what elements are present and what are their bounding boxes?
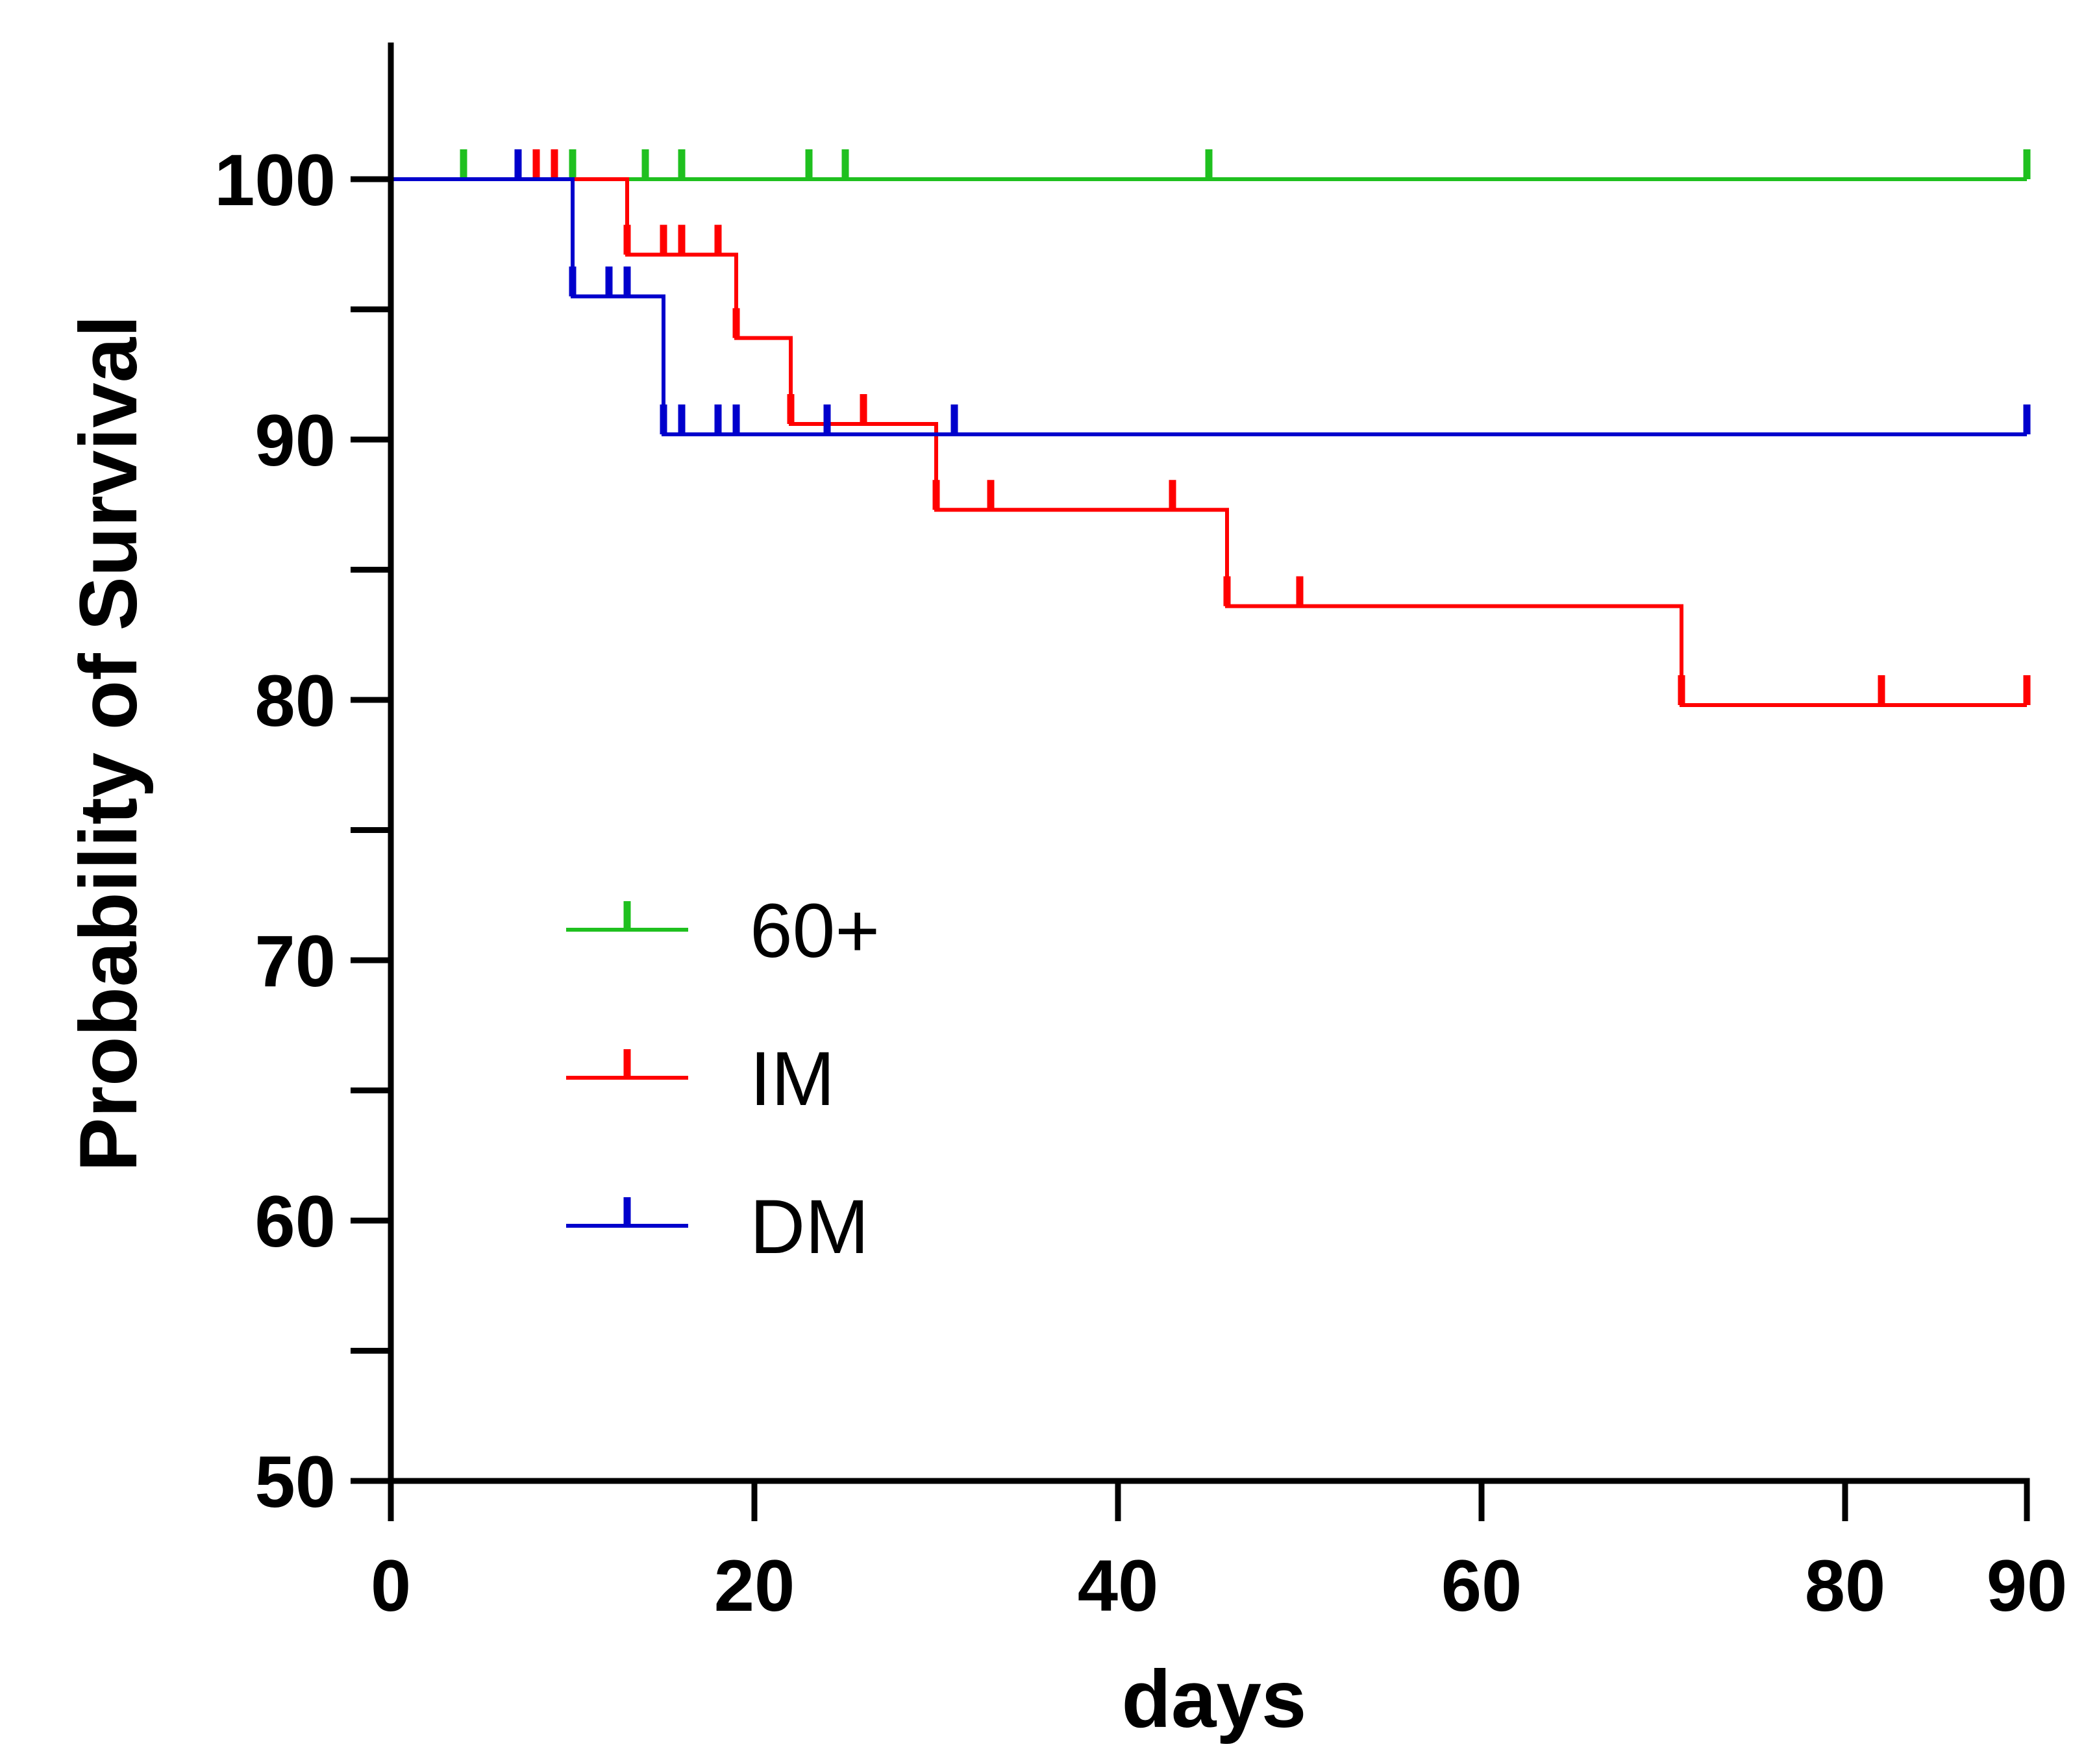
axes-layer — [388, 42, 2030, 1484]
x-tick-label: 90 — [1987, 1545, 2068, 1626]
legend-label: IM — [750, 1036, 835, 1122]
y-tick-label: 70 — [254, 921, 336, 1002]
x-tick-label: 40 — [1078, 1545, 1159, 1626]
x-tick-label: 80 — [1805, 1545, 1886, 1626]
legend-item: 60+ — [566, 888, 880, 974]
legend-label: DM — [750, 1184, 869, 1270]
y-tick-label: 100 — [214, 140, 336, 221]
ticks-layer: 50 60 70 80 90 100 0 20 40 60 80 90 — [214, 140, 2067, 1626]
x-tick-label: 60 — [1441, 1545, 1522, 1626]
y-axis-title: Probability of Survival — [64, 315, 154, 1172]
series-DM — [391, 149, 2031, 436]
y-tick-label: 80 — [254, 660, 336, 741]
x-tick-label: 20 — [714, 1545, 795, 1626]
x-tick-label: 0 — [371, 1545, 411, 1626]
series-60+ — [391, 149, 2031, 181]
legend-label: 60+ — [750, 888, 880, 974]
x-axis-title: days — [1122, 1654, 1307, 1745]
y-tick-label: 60 — [254, 1181, 336, 1262]
y-tick-label: 50 — [254, 1441, 336, 1522]
legend-item: IM — [566, 1036, 835, 1122]
series-IM — [391, 149, 2031, 708]
legend: 60+ IM DM — [566, 888, 880, 1270]
legend-item: DM — [566, 1184, 869, 1270]
series-layer — [391, 149, 2031, 708]
survival-curve — [391, 177, 2027, 436]
y-tick-label: 90 — [254, 400, 336, 481]
survival-curve — [391, 177, 2027, 708]
